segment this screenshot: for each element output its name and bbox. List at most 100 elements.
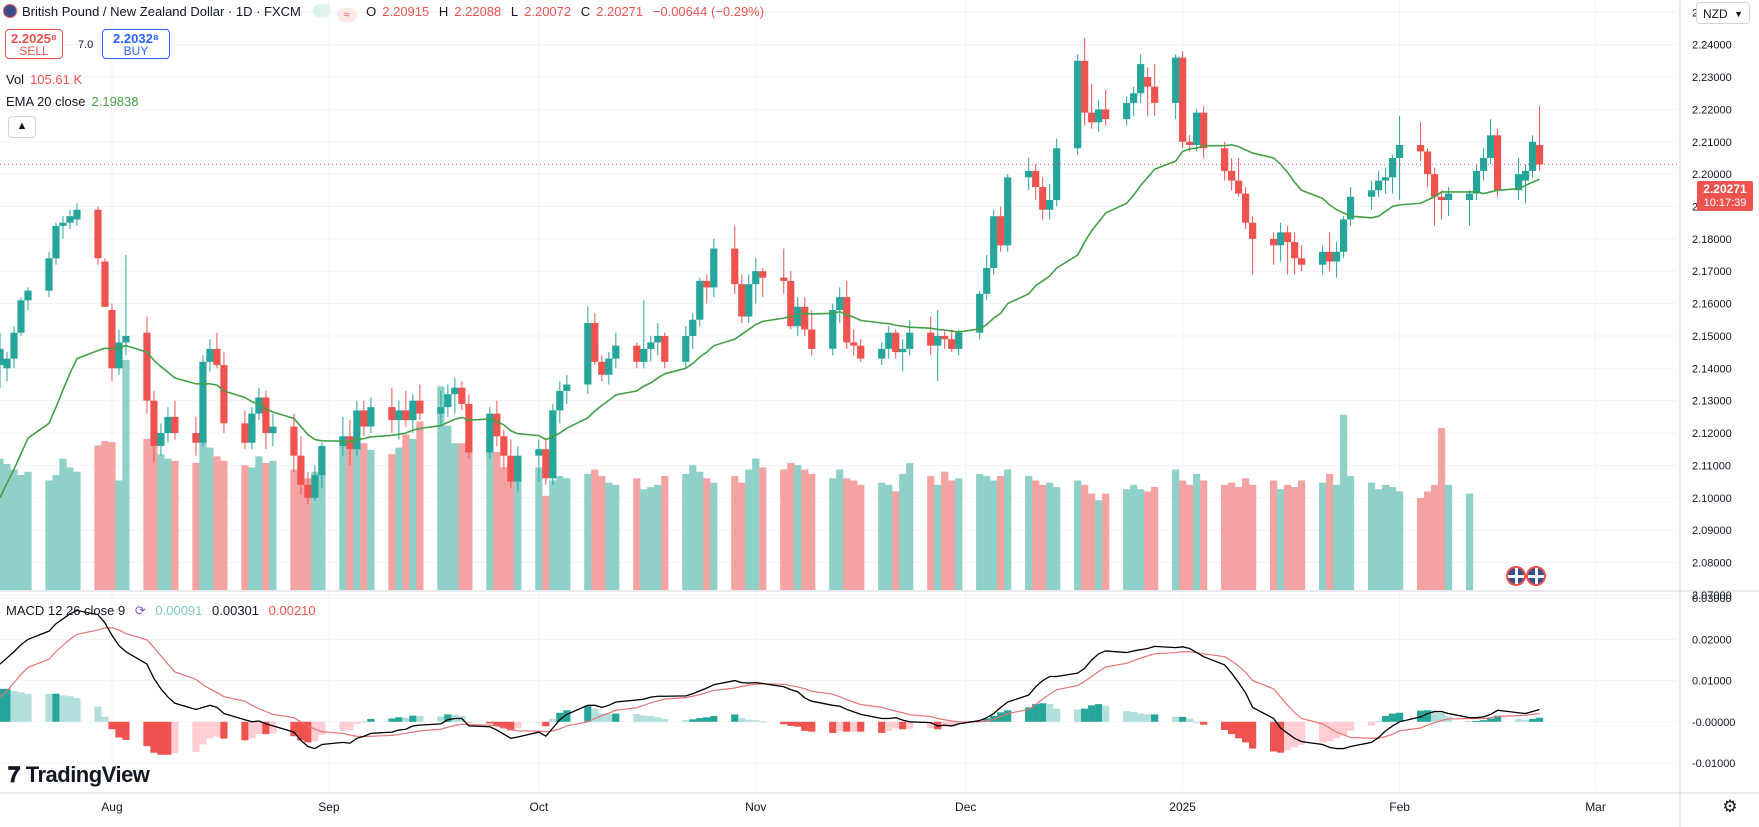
candle-body[interactable]	[360, 410, 368, 427]
candle-body[interactable]	[395, 410, 403, 421]
candle-body[interactable]	[1200, 112, 1208, 149]
candle-body[interactable]	[878, 348, 886, 359]
candle-body[interactable]	[661, 335, 669, 362]
candle-body[interactable]	[220, 365, 228, 424]
candle-body[interactable]	[150, 400, 158, 446]
candle-body[interactable]	[1493, 135, 1502, 191]
candle-body[interactable]	[0, 348, 4, 366]
tradingview-logo[interactable]: 𝟕 TradingView	[8, 762, 150, 787]
candle-body[interactable]	[171, 416, 179, 434]
candle-body[interactable]	[409, 400, 417, 421]
candle-body[interactable]	[1277, 232, 1285, 246]
candle-body[interactable]	[1032, 170, 1040, 188]
candle-body[interactable]	[1346, 196, 1355, 220]
candle-body[interactable]	[549, 410, 557, 479]
candle-body[interactable]	[731, 248, 739, 285]
candle-body[interactable]	[1535, 144, 1544, 165]
candle-body[interactable]	[367, 407, 375, 427]
buy-button[interactable]: 2.2032⁸ BUY	[102, 29, 170, 59]
candle-body[interactable]	[444, 394, 452, 408]
candle-body[interactable]	[1472, 170, 1481, 194]
candle-body[interactable]	[752, 271, 760, 285]
symbol-title[interactable]: British Pound / New Zealand Dollar · 1D …	[22, 4, 301, 19]
candle-body[interactable]	[486, 413, 494, 453]
candle-body[interactable]	[1179, 57, 1187, 142]
candle-body[interactable]	[1053, 148, 1061, 201]
candle-body[interactable]	[213, 348, 221, 366]
candle-body[interactable]	[465, 403, 473, 453]
candle-body[interactable]	[416, 400, 424, 414]
candle-body[interactable]	[1130, 93, 1138, 103]
macd-legend[interactable]: MACD 12 26 close 9 ⟳ 0.00091 0.00301 0.0…	[6, 603, 316, 618]
candle-body[interactable]	[17, 300, 25, 333]
candle-body[interactable]	[843, 297, 851, 343]
candle-body[interactable]	[1186, 141, 1194, 145]
candle-body[interactable]	[563, 384, 571, 391]
candle-body[interactable]	[710, 248, 718, 288]
candle-body[interactable]	[605, 358, 613, 375]
candle-body[interactable]	[1291, 242, 1299, 259]
candle-body[interactable]	[696, 280, 704, 320]
candle-body[interactable]	[1367, 190, 1376, 197]
candle-body[interactable]	[1235, 180, 1243, 194]
candle-body[interactable]	[1081, 60, 1089, 113]
ema-legend[interactable]: EMA 20 close 2.19838	[6, 94, 139, 109]
candle-body[interactable]	[108, 310, 116, 369]
candle-body[interactable]	[311, 475, 319, 498]
candle-body[interactable]	[591, 322, 599, 362]
candle-body[interactable]	[1437, 196, 1446, 201]
candle-body[interactable]	[682, 335, 690, 362]
candle-body[interactable]	[115, 342, 123, 369]
candle-body[interactable]	[1423, 151, 1432, 175]
candle-body[interactable]	[1242, 193, 1250, 223]
candle-body[interactable]	[941, 335, 949, 340]
candle-body[interactable]	[906, 332, 914, 349]
candle-body[interactable]	[514, 455, 522, 482]
volume-legend[interactable]: Vol 105.61 K	[6, 72, 83, 87]
candle-body[interactable]	[598, 361, 606, 375]
candle-body[interactable]	[24, 290, 32, 301]
candle-body[interactable]	[1444, 193, 1453, 201]
candle-body[interactable]	[1137, 64, 1145, 94]
candle-body[interactable]	[388, 407, 396, 421]
candle-body[interactable]	[304, 484, 312, 498]
candle-body[interactable]	[1333, 251, 1341, 262]
candle-body[interactable]	[1528, 141, 1537, 171]
candle-body[interactable]	[899, 348, 907, 353]
candle-body[interactable]	[255, 397, 263, 414]
candle-body[interactable]	[1486, 135, 1495, 158]
candle-body[interactable]	[738, 284, 746, 317]
candle-body[interactable]	[1221, 148, 1229, 171]
candle-body[interactable]	[10, 332, 18, 359]
candle-body[interactable]	[1228, 170, 1236, 181]
candle-body[interactable]	[1249, 222, 1257, 239]
candle-body[interactable]	[164, 416, 172, 434]
candle-body[interactable]	[346, 436, 354, 450]
candle-body[interactable]	[1381, 177, 1390, 181]
candle-body[interactable]	[1172, 57, 1180, 103]
gear-icon[interactable]: ⚙	[1722, 797, 1738, 816]
candle-body[interactable]	[836, 297, 844, 311]
candle-body[interactable]	[808, 329, 816, 349]
candle-body[interactable]	[262, 397, 270, 434]
candle-body[interactable]	[1102, 109, 1110, 120]
candle-body[interactable]	[157, 433, 165, 446]
candle-body[interactable]	[794, 306, 802, 327]
candle-body[interactable]	[612, 345, 620, 359]
candle-body[interactable]	[640, 348, 648, 362]
candle-body[interactable]	[1193, 112, 1201, 145]
candlesticks[interactable]	[0, 38, 1544, 505]
candle-body[interactable]	[248, 413, 256, 443]
candle-body[interactable]	[1374, 180, 1383, 191]
candle-body[interactable]	[689, 319, 697, 336]
candle-body[interactable]	[458, 387, 466, 404]
uk-flag-event-icon[interactable]	[1506, 566, 1526, 586]
candle-body[interactable]	[1326, 251, 1334, 262]
candle-body[interactable]	[1151, 86, 1159, 103]
candle-body[interactable]	[927, 332, 935, 346]
candle-body[interactable]	[703, 280, 711, 288]
sell-button[interactable]: 2.2025⁸ SELL	[5, 29, 63, 59]
candle-body[interactable]	[437, 407, 445, 414]
uk-flag-event-icon[interactable]	[1526, 566, 1546, 586]
